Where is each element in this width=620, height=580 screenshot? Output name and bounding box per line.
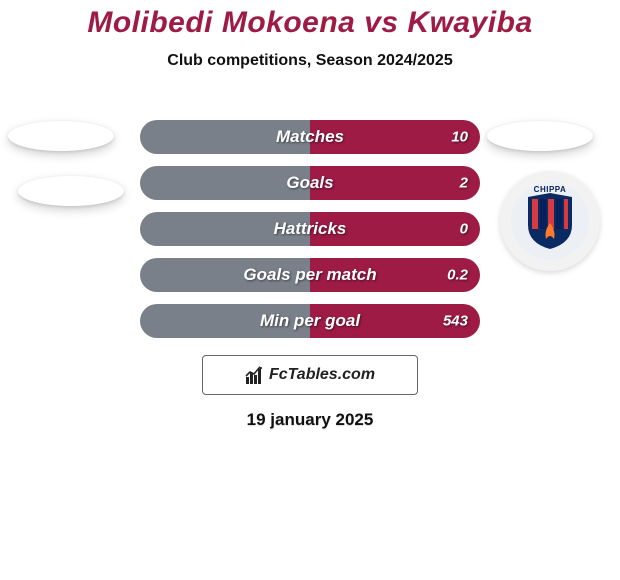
stat-value-right: 2 [460, 175, 468, 192]
stat-value-right: 0.2 [447, 267, 468, 284]
stat-label: Min per goal [260, 311, 360, 331]
stat-row: Min per goal 543 [140, 304, 480, 338]
stat-label: Goals [286, 173, 333, 193]
page-title: Molibedi Mokoena vs Kwayiba [0, 0, 620, 40]
stat-value-right: 10 [451, 129, 468, 146]
club-crest-shield [526, 193, 574, 249]
player-left-oval-2 [18, 176, 124, 206]
club-crest-ring: CHIPPA [511, 182, 589, 260]
stat-label: Goals per match [243, 265, 376, 285]
brand-logo-icon [245, 365, 265, 385]
date-footer: 19 january 2025 [247, 410, 374, 430]
club-crest-right: CHIPPA [500, 171, 600, 271]
stat-value-right: 543 [443, 313, 468, 330]
subtitle: Club competitions, Season 2024/2025 [0, 52, 620, 70]
stat-value-right: 0 [460, 221, 468, 238]
stat-bar-right [310, 166, 480, 200]
brand-attribution: FcTables.com [202, 355, 418, 395]
stats-container: Matches 10 Goals 2 Hattricks 0 Goals per match… [140, 120, 480, 350]
stat-row: Hattricks 0 [140, 212, 480, 246]
stat-row: Matches 10 [140, 120, 480, 154]
player-right-oval-1 [487, 121, 593, 151]
brand-text: FcTables.com [269, 366, 375, 384]
stat-label: Matches [276, 127, 344, 147]
stat-row: Goals per match 0.2 [140, 258, 480, 292]
stat-row: Goals 2 [140, 166, 480, 200]
stat-label: Hattricks [274, 219, 347, 239]
stat-bar-left [140, 166, 310, 200]
player-left-oval-1 [8, 121, 114, 151]
